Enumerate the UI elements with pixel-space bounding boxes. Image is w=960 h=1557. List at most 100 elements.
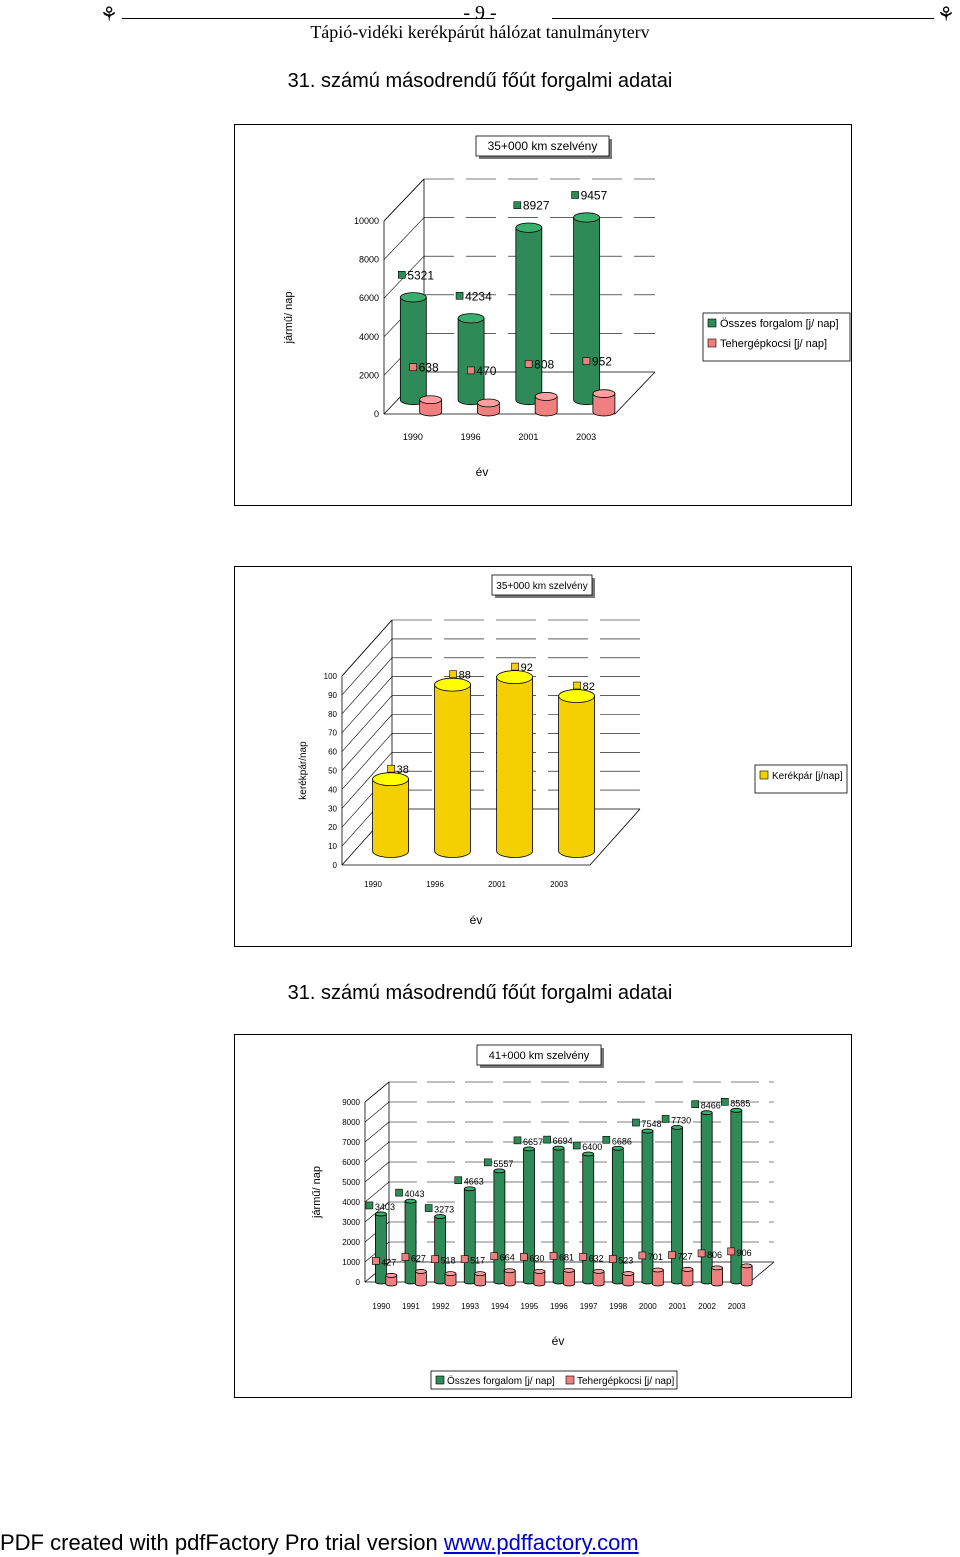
data-label-key (484, 1158, 492, 1167)
y-tick-label: 80 (328, 710, 337, 719)
bar (523, 1148, 535, 1285)
x-axis-label: év (470, 913, 483, 927)
bar-top (503, 1268, 516, 1274)
bar (711, 1267, 723, 1287)
data-label-key (513, 1136, 522, 1145)
bar-top (622, 1271, 635, 1276)
bar (533, 1271, 546, 1287)
data-label: 8585 (730, 1098, 750, 1108)
footer-text: PDF created with pdfFactory Pro trial ve… (0, 1530, 444, 1555)
legend-label: Tehergépkocsi [j/ nap] (577, 1376, 675, 1387)
y-tick-label: 10000 (354, 216, 379, 226)
x-tick-label: 1991 (402, 1302, 420, 1311)
bar-top (399, 292, 427, 303)
data-label: 664 (500, 1253, 515, 1263)
y-tick-label: 6000 (359, 293, 379, 303)
bar (552, 1147, 565, 1285)
legend-label: Tehergépkocsi [j/ nap] (720, 338, 827, 350)
legend-label: Kerékpár [j/nap] (772, 771, 843, 782)
footer-link[interactable]: www.pdffactory.com (443, 1530, 639, 1555)
bar-top (552, 1145, 565, 1151)
x-tick-label: 1998 (609, 1302, 627, 1311)
bar (515, 227, 543, 406)
data-label-key (467, 366, 475, 375)
data-label: 627 (411, 1253, 426, 1263)
data-label: 518 (441, 1256, 456, 1266)
bar (399, 296, 427, 406)
y-tick-label: 4000 (359, 332, 379, 342)
data-label-key (454, 1176, 463, 1185)
gridline-depth (341, 752, 393, 809)
bar (419, 399, 443, 417)
data-label: 88 (459, 670, 471, 682)
y-tick-label: 1000 (342, 1258, 360, 1267)
gridline-depth (341, 733, 393, 790)
bar (496, 676, 533, 858)
x-tick-label: 1994 (491, 1302, 509, 1311)
bar-top (415, 1269, 427, 1274)
y-tick-label: 2000 (359, 370, 379, 380)
data-label-key (520, 1253, 528, 1261)
data-label-key (449, 670, 457, 678)
bar (463, 1188, 476, 1285)
y-axis-label: kerékpár/nap (298, 741, 309, 800)
chart-title: 35+000 km szelvény (496, 581, 587, 592)
bicycle-icon: ⚘ (100, 2, 118, 26)
bar-top (375, 1211, 387, 1217)
data-label: 8466 (701, 1101, 721, 1111)
y-tick-label: 5000 (342, 1178, 360, 1187)
data-label: 4663 (464, 1177, 484, 1187)
bar (740, 1265, 753, 1287)
chart-title: 41+000 km szelvény (489, 1050, 590, 1062)
bar-top (592, 1268, 605, 1274)
gridline-depth (383, 178, 425, 222)
bar-top (592, 389, 616, 398)
x-tick-label: 2003 (550, 880, 568, 889)
legend-label: Összes forgalom [j/ nap] (447, 1375, 555, 1387)
y-tick-label: 6000 (342, 1158, 360, 1167)
legend-swatch (707, 318, 717, 328)
legend-swatch (759, 770, 769, 780)
x-tick-label: 1996 (426, 880, 444, 889)
data-label: 3273 (434, 1205, 454, 1215)
bicycle-icon: ⚘ (937, 2, 955, 26)
x-tick-label: 2001 (669, 1302, 687, 1311)
bar-top (463, 1186, 476, 1192)
data-label: 681 (559, 1252, 574, 1262)
x-axis-label: év (552, 1334, 565, 1348)
gridline-depth (341, 638, 393, 696)
gridline-depth (341, 714, 393, 771)
data-label: 38 (397, 764, 409, 776)
data-label-key (573, 681, 581, 690)
y-tick-label: 50 (328, 767, 337, 776)
bar-top (573, 212, 600, 223)
gridline-depth (341, 676, 393, 733)
bar (622, 1273, 635, 1287)
bar (493, 1170, 506, 1285)
gridline-depth (364, 1081, 390, 1103)
data-label-key (460, 1255, 469, 1263)
data-label: 92 (521, 662, 533, 674)
bar (558, 695, 595, 858)
data-label-key (395, 1188, 403, 1197)
data-label: 6694 (553, 1136, 573, 1146)
data-label: 806 (707, 1250, 722, 1260)
data-label: 9457 (581, 188, 608, 202)
y-tick-label: 9000 (342, 1098, 360, 1107)
bar (582, 1153, 595, 1285)
data-label-key (409, 363, 417, 371)
bar (434, 1216, 447, 1285)
header-rule-right (552, 18, 934, 19)
bar-top (457, 313, 485, 324)
x-tick-label: 2001 (488, 880, 506, 889)
data-label-key (424, 1204, 433, 1212)
data-label: 7730 (671, 1115, 691, 1125)
bar-top (444, 1271, 457, 1277)
bar-top (419, 395, 443, 405)
bar-top (434, 677, 472, 692)
x-tick-label: 2001 (518, 432, 538, 442)
legend-label: Összes forgalom [j/ nap] (720, 318, 839, 330)
x-tick-label: 1990 (364, 880, 382, 889)
y-tick-label: 40 (328, 785, 337, 794)
chart-title-box (476, 1044, 602, 1066)
